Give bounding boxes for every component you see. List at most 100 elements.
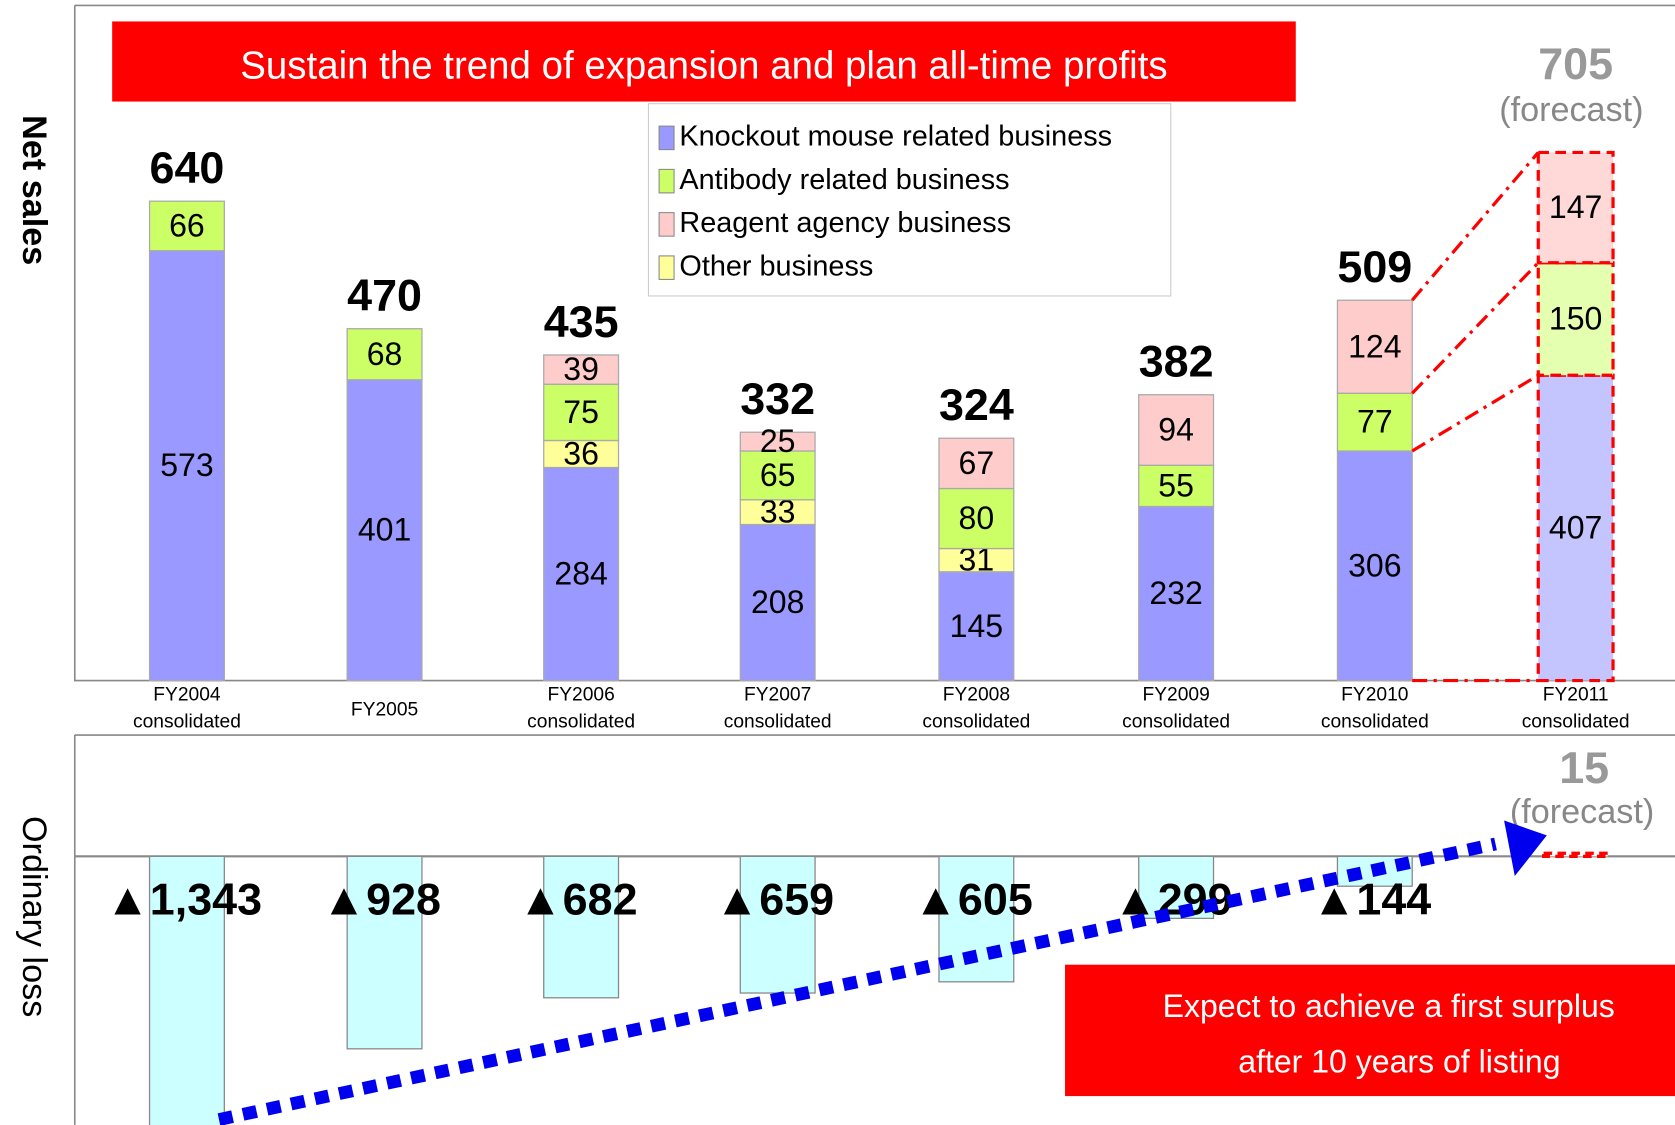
total-label: 382 <box>1139 336 1214 387</box>
segment-label: 66 <box>169 208 205 244</box>
segment-label: 147 <box>1549 189 1602 225</box>
legend-label: Antibody related business <box>679 164 1009 196</box>
bar <box>346 855 423 1050</box>
total-label: 705 <box>1538 38 1613 89</box>
bar-segment <box>1336 392 1413 452</box>
x-tick-label: FY2008 <box>943 685 1010 706</box>
x-tick-label: FY2006 <box>547 685 614 706</box>
segment-label: 94 <box>1158 412 1194 448</box>
bar-segment <box>739 450 816 501</box>
value-label: ▲605 <box>914 874 1033 925</box>
total-label: 509 <box>1337 241 1412 292</box>
segment-label: 407 <box>1549 509 1602 545</box>
bar-segment <box>346 328 423 381</box>
segment-label: 232 <box>1149 575 1202 611</box>
y-axis-label: Net sales <box>15 115 53 265</box>
value-label: ▲682 <box>518 874 637 925</box>
legend-swatch <box>658 168 675 194</box>
x-tick-label: FY2004 <box>153 685 221 706</box>
x-tick-label: consolidated <box>1321 711 1429 732</box>
segment-label: 55 <box>1158 467 1194 503</box>
bar <box>1542 851 1610 858</box>
bar-segment <box>1138 505 1215 682</box>
x-tick-label: FY2005 <box>351 700 418 721</box>
connector <box>1410 151 1540 302</box>
bar-segment <box>346 379 423 682</box>
segment-label: 150 <box>1549 301 1602 337</box>
value-label: ▲659 <box>715 874 834 925</box>
segment-label: 75 <box>563 394 599 430</box>
bar-segment <box>543 354 620 385</box>
y-axis-label: Ordinary loss <box>15 816 53 1017</box>
legend-swatch <box>658 212 675 237</box>
bar-segment <box>938 487 1015 550</box>
bar-segment <box>739 523 816 682</box>
bar-segment <box>1138 394 1215 466</box>
chart-title: Sustain the trend of expansion and plan … <box>240 45 1167 88</box>
segment-label: 80 <box>959 500 995 536</box>
x-tick-label: consolidated <box>1122 711 1230 732</box>
x-tick-label: consolidated <box>527 711 635 732</box>
segment-label: 25 <box>760 423 796 459</box>
bar-segment <box>543 383 620 442</box>
segment-label: 401 <box>358 512 411 548</box>
legend-swatch <box>658 255 675 280</box>
x-tick-label: consolidated <box>922 711 1030 732</box>
segment-label: 36 <box>563 436 599 472</box>
x-tick-label: consolidated <box>133 711 241 732</box>
total-label: 332 <box>740 373 815 424</box>
bar-segment <box>1536 261 1615 377</box>
segment-label: 145 <box>950 608 1003 644</box>
bar-segment <box>1536 373 1615 683</box>
segment-label: 39 <box>563 351 599 387</box>
total-label: 640 <box>150 142 225 193</box>
annotation: after 10 years of listing <box>1238 1044 1560 1080</box>
segment-label: 208 <box>751 584 804 620</box>
x-tick-label: FY2009 <box>1142 685 1209 706</box>
arrow-head <box>1504 820 1547 877</box>
bar-segment <box>938 571 1015 682</box>
legend-swatch <box>658 125 675 151</box>
bar-segment <box>1336 299 1413 394</box>
annotation: Expect to achieve a first surplus <box>1163 988 1615 1024</box>
bar <box>148 855 225 1125</box>
bar-segment <box>148 250 225 682</box>
bar-segment <box>543 439 620 469</box>
bar-segment <box>543 466 620 682</box>
legend-label: Other business <box>679 250 873 282</box>
title-banner <box>112 21 1296 102</box>
bar-segment <box>739 431 816 452</box>
segment-label: 68 <box>367 336 403 372</box>
segment-label: 306 <box>1348 547 1401 583</box>
segment-label: 284 <box>554 556 607 592</box>
trend-arrow <box>217 837 1497 1125</box>
x-tick-label: consolidated <box>724 711 832 732</box>
segment-label: 573 <box>160 447 213 483</box>
x-tick-label: FY2010 <box>1341 685 1408 706</box>
annotation-box <box>1065 964 1675 1097</box>
legend-label: Reagent agency business <box>679 207 1011 239</box>
bar-segment <box>1336 450 1413 682</box>
x-tick-label: FY2011 <box>1543 685 1609 706</box>
x-tick-label: FY2007 <box>744 685 811 706</box>
segment-label: 124 <box>1348 328 1401 364</box>
bar <box>543 855 620 999</box>
bar-segment <box>1536 150 1615 265</box>
legend <box>647 103 1172 297</box>
total-label: 470 <box>347 270 422 321</box>
value-label: ▲1,343 <box>105 874 262 925</box>
segment-label: 65 <box>760 457 796 493</box>
total-label: 324 <box>939 379 1014 430</box>
x-tick-label: consolidated <box>1522 711 1630 732</box>
segment-label: 67 <box>959 445 995 481</box>
value-label: ▲928 <box>322 874 441 925</box>
segment-label: 77 <box>1357 404 1393 440</box>
plot-frame <box>73 734 1675 1125</box>
bar <box>739 855 816 994</box>
bar-segment <box>148 200 225 252</box>
bar <box>1138 855 1215 920</box>
bar-segment <box>938 437 1015 490</box>
connector <box>1411 373 1540 453</box>
